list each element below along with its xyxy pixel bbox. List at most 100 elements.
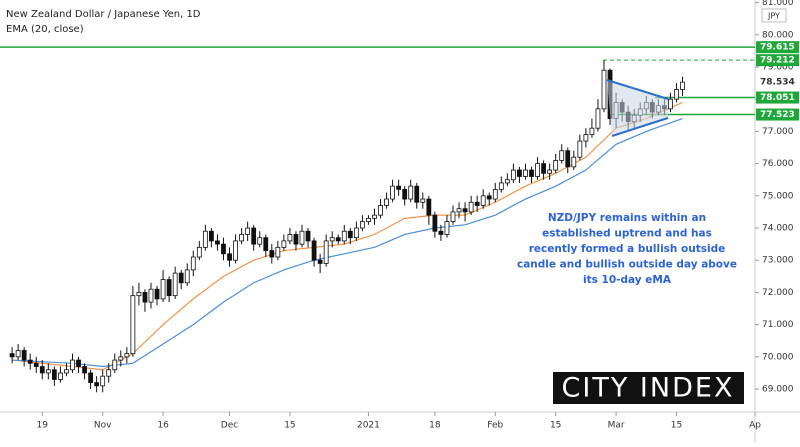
y-tick-label: 75.000: [762, 191, 794, 201]
candle-body: [263, 237, 269, 251]
candle-body: [305, 230, 311, 242]
candle-body: [239, 234, 245, 242]
candle-body: [70, 359, 75, 371]
candle-body: [583, 134, 589, 142]
y-tick-label: 81.000: [762, 0, 794, 8]
ema-line: [12, 101, 683, 371]
y-tick-label: 77.000: [762, 127, 794, 137]
candle-body: [33, 362, 39, 367]
candle-body: [257, 237, 263, 245]
candle-body: [118, 356, 124, 361]
candle-body: [674, 89, 679, 100]
candle-body: [474, 201, 480, 206]
candle-body: [202, 230, 208, 248]
candle-body: [595, 108, 601, 129]
candle-body: [589, 127, 595, 136]
annotation: recently formed a bullish outside: [529, 243, 726, 255]
candle-body: [444, 221, 450, 235]
candle-body: [396, 185, 402, 190]
candle-body: [269, 250, 275, 258]
candle-body: [311, 240, 317, 261]
candle-body: [82, 366, 87, 374]
candle-body: [341, 230, 347, 242]
candle-body: [432, 214, 438, 232]
candle-body: [456, 208, 462, 213]
level-label-box: [756, 91, 799, 104]
y-tick-label: 76.000: [762, 159, 794, 169]
candle-body: [571, 156, 577, 168]
x-tick-label: 2021: [357, 421, 380, 431]
candle-body: [420, 198, 426, 203]
candle-body: [215, 240, 220, 245]
candle-body: [577, 140, 583, 158]
candle-body: [510, 169, 516, 181]
annotation: candle and bullish outside day above: [517, 259, 737, 271]
x-tick-label: Ap: [749, 421, 761, 431]
chart-subtitle: EMA (20, close): [6, 24, 84, 35]
y-tick-label: 72.000: [762, 288, 794, 298]
candle-body: [196, 246, 202, 258]
candle-body: [601, 69, 607, 110]
x-tick-label: 15: [550, 421, 561, 431]
y-tick-label: 74.000: [762, 224, 794, 234]
candle-body: [450, 211, 456, 222]
currency: JPY: [767, 12, 780, 21]
candle-body: [106, 369, 112, 377]
x-tick-label: 15: [671, 421, 682, 431]
candle-body: [100, 375, 106, 387]
y-tick-label: 69.000: [762, 385, 794, 395]
candle-body: [378, 205, 383, 216]
candle-body: [227, 253, 232, 261]
level-label: 77.523: [760, 110, 795, 120]
candle-body: [154, 288, 160, 300]
candle-body: [498, 182, 504, 190]
candle-body: [529, 169, 534, 177]
candle-body: [335, 237, 341, 242]
candle-body: [178, 272, 184, 284]
candle-body: [172, 272, 178, 297]
candle-body: [468, 201, 474, 213]
candle-body: [190, 256, 196, 271]
x-tick-label: 18: [429, 421, 441, 431]
logo-box: [553, 372, 744, 404]
candle-body: [9, 353, 15, 358]
candle-body: [486, 195, 492, 200]
x-tick-label: 16: [157, 421, 169, 431]
candle-body: [221, 243, 226, 255]
candle-body: [565, 150, 571, 168]
candle-body: [287, 234, 293, 242]
candle-body: [184, 269, 190, 284]
candle-body: [130, 295, 136, 355]
level-label: 79.615: [760, 43, 795, 53]
candle-body: [462, 208, 468, 213]
candle-body: [299, 230, 305, 245]
candle-body: [408, 185, 414, 200]
x-tick-label: Dec: [221, 421, 238, 431]
candle-body: [136, 292, 142, 297]
triangle-upper: [606, 79, 669, 100]
y-tick-label: 71.000: [762, 320, 794, 330]
candle-body: [142, 292, 148, 303]
candle-body: [547, 169, 553, 174]
candle-body: [541, 163, 546, 174]
candle-body: [21, 350, 27, 361]
candle-body: [414, 185, 420, 203]
candle-body: [160, 279, 166, 300]
candle-body: [535, 163, 540, 177]
y-tick-label: 79.000: [762, 62, 794, 72]
candle-body: [366, 217, 371, 222]
candle-body: [553, 159, 559, 171]
candle-body: [39, 366, 45, 374]
candle-body: [51, 369, 57, 380]
candle-body: [359, 221, 365, 229]
candle-body: [208, 230, 214, 242]
candle-body: [281, 240, 287, 248]
level-label-box: [756, 108, 799, 121]
candle-body: [148, 288, 154, 303]
candle-body: [347, 230, 353, 239]
chart-title: New Zealand Dollar / Japanese Yen, 1D: [6, 9, 201, 20]
candle-body: [124, 353, 130, 358]
candle-body: [523, 169, 528, 177]
level-label: 79.212: [760, 56, 795, 66]
candle-body: [353, 227, 359, 239]
